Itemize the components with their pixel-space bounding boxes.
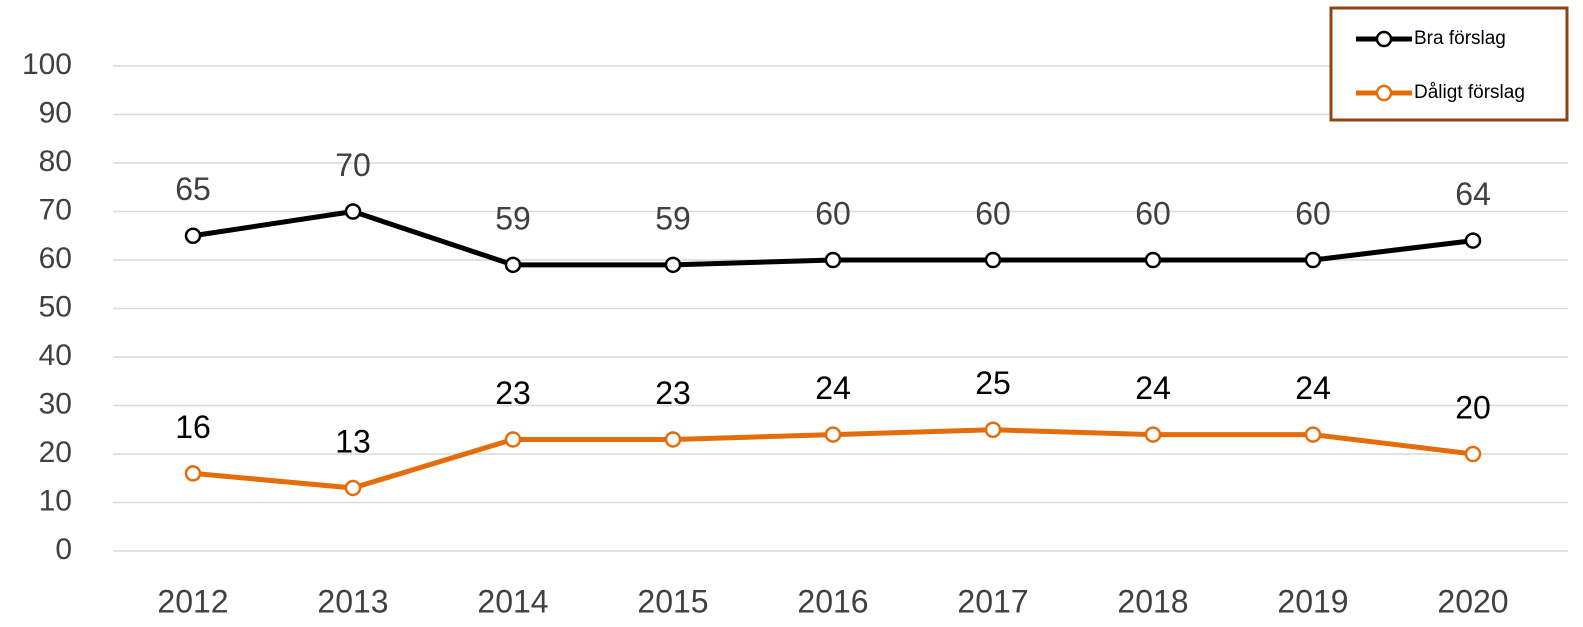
x-tick-label: 2012 <box>157 583 228 619</box>
data-label: 13 <box>335 423 371 459</box>
data-label: 65 <box>175 171 211 207</box>
legend-label: Dåligt förslag <box>1414 82 1525 103</box>
x-tick-label: 2018 <box>1117 583 1188 619</box>
x-tick-label: 2019 <box>1277 583 1348 619</box>
data-point <box>504 256 522 274</box>
y-tick-label: 0 <box>55 533 72 566</box>
data-point <box>344 479 362 497</box>
x-tick-label: 2013 <box>317 583 388 619</box>
x-tick-label: 2015 <box>637 583 708 619</box>
data-label: 70 <box>335 147 371 183</box>
data-label: 24 <box>1295 370 1331 406</box>
x-tick-label: 2020 <box>1437 583 1508 619</box>
data-point <box>1144 426 1162 443</box>
data-label: 60 <box>1135 195 1171 231</box>
x-tick-label: 2017 <box>957 583 1028 619</box>
data-point <box>984 421 1002 438</box>
data-point <box>1304 426 1322 443</box>
y-tick-label: 90 <box>39 96 72 129</box>
data-point <box>824 251 842 269</box>
y-tick-label: 40 <box>39 339 72 372</box>
data-label: 16 <box>175 409 211 445</box>
data-label: 60 <box>975 195 1011 231</box>
y-tick-label: 60 <box>39 242 72 275</box>
data-label: 20 <box>1455 389 1491 425</box>
data-label: 25 <box>975 365 1011 401</box>
data-point <box>1304 251 1322 269</box>
data-label: 59 <box>495 200 531 236</box>
legend-marker <box>1375 84 1393 102</box>
y-tick-label: 50 <box>39 290 72 323</box>
data-point <box>824 426 842 443</box>
y-tick-label: 30 <box>39 387 72 420</box>
data-label: 60 <box>1295 195 1331 231</box>
data-label: 24 <box>1135 370 1171 406</box>
y-tick-label: 10 <box>39 484 72 517</box>
data-label: 23 <box>495 375 531 411</box>
data-label: 64 <box>1455 176 1491 212</box>
data-point <box>504 431 522 448</box>
data-label: 24 <box>815 370 851 406</box>
data-point <box>1464 232 1482 249</box>
y-tick-label: 100 <box>22 48 72 81</box>
legend-marker <box>1375 30 1393 48</box>
y-tick-label: 70 <box>39 193 72 226</box>
y-tick-label: 80 <box>39 145 72 178</box>
data-point <box>984 251 1002 269</box>
data-point <box>344 203 362 220</box>
data-point <box>664 431 682 448</box>
data-point <box>184 227 202 244</box>
y-tick-label: 20 <box>39 436 72 469</box>
data-label: 59 <box>655 200 691 236</box>
x-tick-label: 2014 <box>477 583 548 619</box>
data-point <box>184 465 202 482</box>
legend-box <box>1329 6 1569 122</box>
legend-label: Bra förslag <box>1414 28 1506 49</box>
data-point <box>664 256 682 274</box>
x-tick-label: 2016 <box>797 583 868 619</box>
data-point <box>1144 251 1162 269</box>
data-label: 23 <box>655 375 691 411</box>
data-label: 60 <box>815 195 851 231</box>
data-point <box>1464 445 1482 463</box>
